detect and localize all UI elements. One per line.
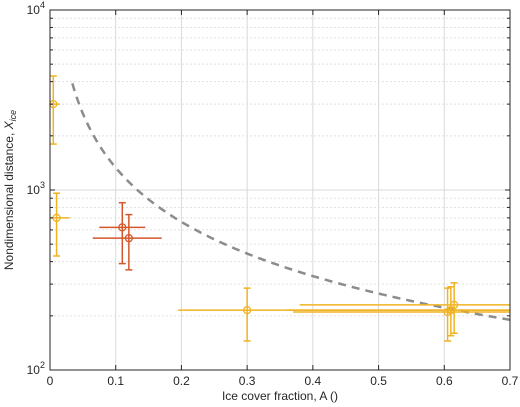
y-tick-label-base: 10	[27, 183, 41, 197]
grid-layer	[50, 10, 510, 370]
y-axis-label-subscript: ice	[8, 110, 18, 122]
x-tick-label: 0.7	[502, 374, 519, 388]
y-tick-label-exponent: 2	[40, 360, 45, 370]
y-tick-label: 102	[27, 360, 45, 377]
data-point	[449, 300, 459, 310]
x-tick-label: 0.5	[370, 374, 387, 388]
x-tick-label: 0.4	[305, 374, 322, 388]
y-tick-label-base: 10	[27, 3, 41, 17]
fit-curve-layer	[71, 83, 511, 322]
data-point	[124, 234, 134, 243]
y-axis-label: Nondimensional distance, Xice	[2, 110, 18, 270]
data-point	[52, 213, 61, 223]
data-point	[242, 306, 252, 315]
error-bar-layer	[49, 75, 510, 342]
y-axis-label-main: Nondimensional distance,	[2, 129, 16, 270]
x-tick-label: 0.3	[239, 374, 256, 388]
x-tick-label: 0.6	[436, 374, 453, 388]
x-tick-label: 0.2	[173, 374, 190, 388]
data-marker-layer	[49, 99, 459, 317]
y-tick-label: 104	[27, 0, 45, 17]
x-axis-label: Ice cover fraction, A ()	[222, 389, 338, 403]
y-tick-label-base: 10	[27, 363, 41, 377]
y-tick-label: 103	[27, 180, 45, 197]
x-tick-label: 0.1	[107, 374, 124, 388]
fit-curve	[71, 83, 511, 322]
y-tick-label-exponent: 3	[40, 180, 45, 190]
x-tick-label: 0	[47, 374, 54, 388]
y-tick-label-exponent: 4	[40, 0, 45, 10]
y-axis-label-variable: X	[2, 120, 16, 130]
data-point	[118, 223, 127, 232]
